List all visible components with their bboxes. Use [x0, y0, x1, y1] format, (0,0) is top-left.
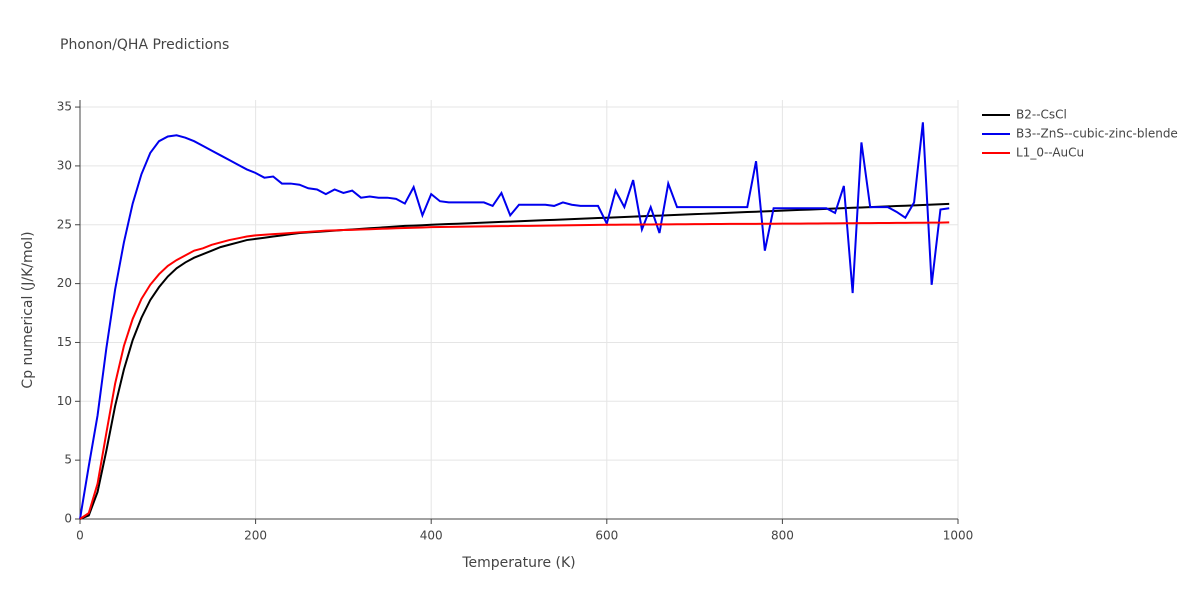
y-tick-label: 15 — [57, 335, 72, 349]
legend-label: L1_0--AuCu — [1016, 146, 1084, 160]
x-tick-label: 0 — [76, 529, 84, 543]
y-axis-title: Cp numerical (J/K/mol) — [20, 231, 36, 388]
y-tick-label: 20 — [57, 276, 72, 290]
x-tick-label: 200 — [244, 529, 267, 543]
legend-label: B2--CsCl — [1016, 108, 1067, 122]
legend-label: B3--ZnS--cubic-zinc-blende — [1016, 127, 1178, 141]
y-tick-label: 10 — [57, 394, 72, 408]
series-line — [79, 202, 950, 520]
series-line — [79, 122, 950, 520]
y-tick-label: 30 — [57, 158, 72, 172]
y-tick-label: 35 — [57, 100, 72, 114]
chart-title: Phonon/QHA Predictions — [60, 37, 229, 53]
x-axis-title: Temperature (K) — [461, 555, 575, 571]
x-tick-label: 400 — [420, 529, 443, 543]
x-tick-label: 600 — [595, 529, 618, 543]
x-tick-label: 800 — [771, 529, 794, 543]
y-tick-label: 25 — [57, 217, 72, 231]
x-tick-label: 1000 — [943, 529, 974, 543]
y-tick-label: 0 — [64, 512, 72, 526]
y-tick-label: 5 — [64, 453, 72, 467]
series-line — [79, 221, 950, 520]
